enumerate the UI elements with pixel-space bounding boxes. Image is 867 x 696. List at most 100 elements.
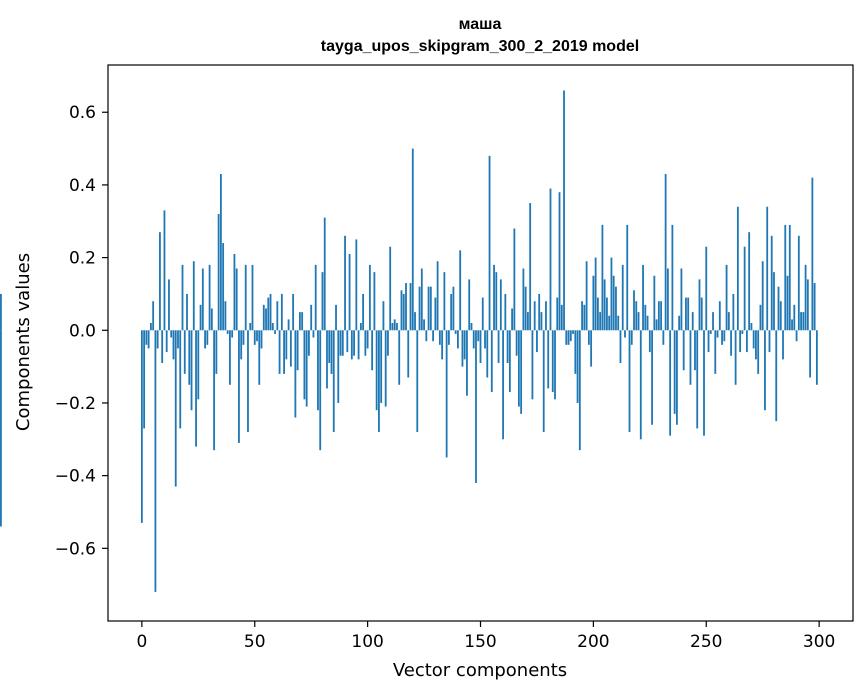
bar-133 — [441, 330, 444, 360]
bar-236 — [673, 330, 676, 414]
bar-157 — [495, 272, 498, 331]
bar-36 — [222, 243, 225, 331]
bar-286 — [786, 275, 789, 331]
bar-189 — [567, 330, 570, 345]
bar-114 — [398, 330, 401, 385]
x-tick-label: 50 — [244, 632, 266, 652]
bar-185 — [558, 192, 561, 331]
bar-35 — [219, 174, 222, 331]
bar-49 — [251, 264, 254, 331]
bar-256 — [718, 301, 721, 331]
bar-103 — [373, 272, 376, 331]
bar-79 — [319, 330, 322, 451]
bar-156 — [493, 264, 495, 331]
bar-71 — [301, 312, 304, 331]
bar-113 — [396, 323, 398, 331]
bar-254 — [714, 330, 717, 374]
bar-111 — [391, 323, 394, 331]
bar-249 — [703, 330, 705, 436]
bar-69 — [296, 330, 299, 371]
bar-84 — [330, 330, 333, 374]
bar-147 — [472, 330, 475, 349]
bar-229 — [657, 301, 660, 331]
bar-196 — [583, 304, 586, 331]
bar-268 — [745, 330, 748, 353]
x-tick-label: 200 — [577, 632, 609, 652]
bar-0 — [140, 330, 143, 523]
bar-175 — [536, 330, 538, 353]
bar-198 — [587, 330, 590, 345]
bar-88 — [339, 330, 342, 356]
bar-21 — [188, 330, 191, 385]
bar-170 — [524, 286, 527, 331]
bar-218 — [633, 290, 635, 331]
bar-78 — [317, 330, 319, 411]
bar-194 — [578, 330, 581, 451]
bar-208 — [610, 257, 613, 331]
bar-56 — [267, 297, 270, 331]
bar-184 — [556, 297, 559, 331]
bar-66 — [289, 330, 292, 367]
bar-38 — [226, 330, 229, 334]
bar-124 — [420, 268, 423, 331]
bar-95 — [355, 239, 358, 331]
bar-26 — [199, 304, 202, 331]
bar-98 — [362, 293, 365, 331]
bar-251 — [707, 330, 710, 353]
bar-53 — [260, 330, 263, 349]
bar-105 — [378, 330, 380, 433]
bar-137 — [450, 293, 453, 331]
bar-42 — [235, 268, 238, 331]
bar-146 — [470, 323, 473, 331]
bar-106 — [380, 330, 383, 403]
bar-77 — [314, 264, 317, 331]
bar-226 — [651, 330, 653, 425]
bar-255 — [716, 330, 719, 338]
bar-7 — [156, 330, 159, 349]
bar-168 — [520, 330, 523, 414]
bar-181 — [549, 188, 552, 331]
bar-211 — [617, 315, 620, 331]
bar-252 — [709, 330, 712, 334]
bar-282 — [777, 286, 780, 331]
bar-284 — [782, 330, 784, 360]
bar-240 — [682, 330, 685, 371]
bar-70 — [298, 312, 301, 331]
bar-74 — [308, 330, 310, 356]
bar-182 — [551, 330, 554, 393]
bar-210 — [615, 286, 617, 331]
bar-149 — [477, 330, 480, 342]
bar-18 — [181, 264, 184, 331]
bar-102 — [371, 330, 374, 371]
bar-94 — [353, 330, 355, 356]
bar-263 — [734, 330, 737, 385]
bar-285 — [784, 224, 787, 331]
bar-57 — [269, 293, 272, 331]
bar-272 — [755, 330, 757, 360]
y-tick-label: −0.4 — [55, 467, 96, 487]
bar-195 — [581, 301, 583, 331]
y-tick-label: 0.6 — [69, 103, 96, 123]
bar-89 — [341, 330, 344, 356]
bar-151 — [481, 297, 484, 331]
bar-204 — [601, 224, 604, 331]
bar-82 — [326, 330, 328, 389]
y-tick-label: 0.0 — [69, 321, 96, 341]
bar-257 — [721, 330, 723, 345]
bar-96 — [357, 330, 360, 360]
bar-163 — [508, 330, 511, 393]
y-tick-label: −0.6 — [55, 539, 96, 559]
bar-64 — [285, 330, 288, 360]
bar-269 — [748, 232, 751, 331]
bar-12 — [168, 279, 170, 331]
bar-68 — [294, 330, 297, 418]
bar-119 — [409, 283, 412, 331]
bar-60 — [276, 301, 279, 331]
bar-150 — [479, 330, 482, 363]
bar-216 — [628, 330, 631, 433]
bar-167 — [517, 330, 520, 407]
y-axis-label: Components values — [13, 253, 34, 431]
bar-129 — [432, 330, 434, 342]
bar-270 — [750, 323, 753, 331]
